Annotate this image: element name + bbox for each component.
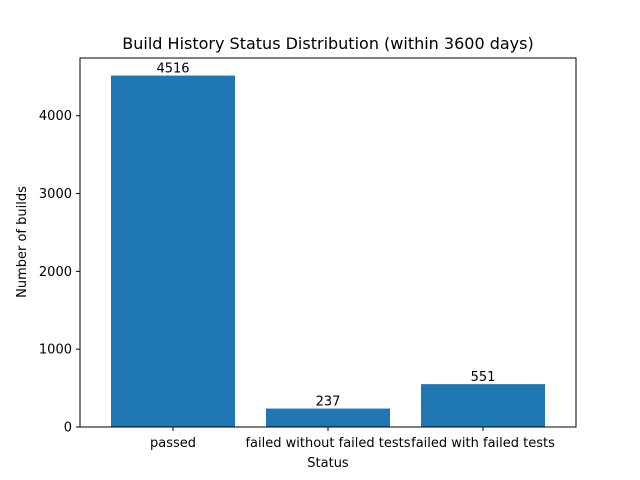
data-labels: 4516 237 551 bbox=[156, 62, 495, 410]
x-tick-label: passed bbox=[150, 436, 196, 451]
bar-failed-without-failed-tests bbox=[266, 408, 390, 427]
data-label: 551 bbox=[471, 370, 496, 385]
y-axis: 0 1000 2000 3000 4000 bbox=[39, 109, 80, 436]
y-tick-label: 3000 bbox=[39, 187, 72, 202]
data-label: 237 bbox=[316, 395, 341, 410]
data-label: 4516 bbox=[156, 62, 189, 77]
y-tick-label: 0 bbox=[64, 421, 72, 436]
plot-frame bbox=[79, 57, 577, 428]
x-axis-label: Status bbox=[307, 456, 349, 471]
x-tick-label: failed with failed tests bbox=[411, 436, 555, 451]
bar-passed bbox=[111, 75, 235, 428]
y-tick-label: 1000 bbox=[39, 343, 72, 358]
bars-layer bbox=[111, 75, 545, 428]
chart-title: Build History Status Distribution (withi… bbox=[122, 34, 533, 53]
bar-failed-with-failed-tests bbox=[421, 384, 545, 427]
y-tick-label: 4000 bbox=[39, 109, 72, 124]
y-tick-label: 2000 bbox=[39, 265, 72, 280]
y-axis-label: Number of builds bbox=[15, 186, 30, 298]
x-tick-label: failed without failed tests bbox=[245, 436, 410, 451]
x-axis: passed failed without failed tests failed … bbox=[150, 427, 555, 451]
